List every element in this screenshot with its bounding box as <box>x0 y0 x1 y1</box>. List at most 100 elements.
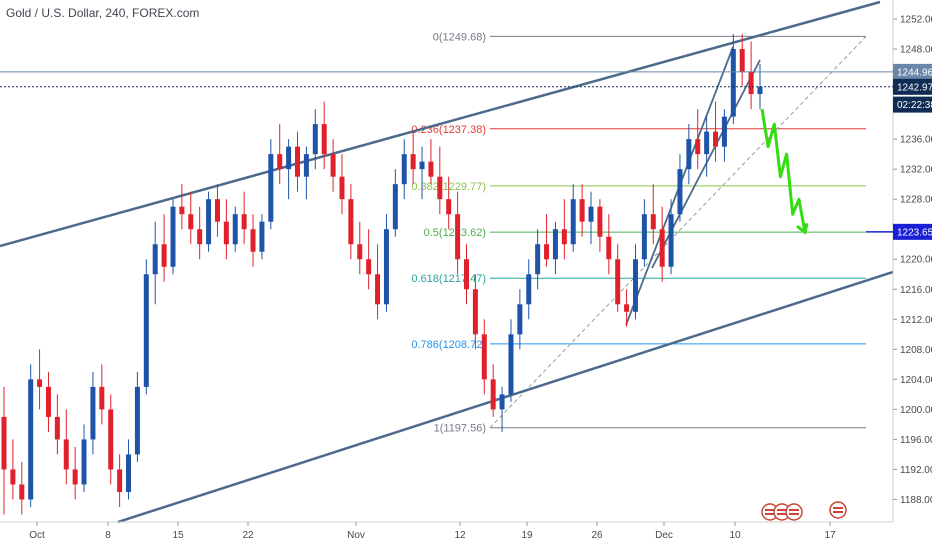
candle-body-37 <box>330 154 336 177</box>
event-flag-stripe-a-1 <box>777 509 787 511</box>
fibonacci-retracement: 0(1249.68)0.236(1237.38)0.382(1229.77)0.… <box>411 31 867 435</box>
candle-body-78 <box>695 139 701 155</box>
candle-body-8 <box>72 469 78 485</box>
price-tick-label-7: 1216.00 <box>900 285 932 296</box>
candle-body-12 <box>108 409 114 470</box>
candle-body-31 <box>277 154 283 170</box>
candle-body-36 <box>321 124 327 155</box>
price-tag-bg-1 <box>893 78 932 95</box>
candle-body-75 <box>668 214 674 267</box>
event-flag-stripe-a-3 <box>833 507 843 509</box>
candle-body-84 <box>748 71 754 95</box>
price-tick-label-10: 1228.00 <box>900 195 932 206</box>
candle-body-4 <box>37 379 43 387</box>
candle-body-64 <box>570 199 576 245</box>
candle-body-16 <box>143 274 149 387</box>
candle-body-38 <box>339 176 345 200</box>
candle-body-24 <box>214 199 220 222</box>
candle-body-85 <box>757 86 763 95</box>
candle-body-5 <box>45 386 51 417</box>
lower-channel-line <box>117 270 894 524</box>
candle-body-40 <box>357 244 363 260</box>
candle-body-46 <box>410 154 416 170</box>
chart-title: Gold / U.S. Dollar, 240, FOREX.com <box>6 6 200 20</box>
candle-body-77 <box>686 139 692 170</box>
candle-body-81 <box>721 116 727 147</box>
event-flag-icon-3[interactable] <box>829 501 847 519</box>
candle-body-0 <box>1 416 7 470</box>
candle-body-67 <box>597 206 603 237</box>
price-tick-label-3: 1200.00 <box>900 405 932 416</box>
candle-body-57 <box>508 334 514 395</box>
price-tag-bg-3 <box>893 223 932 240</box>
candle-body-80 <box>713 131 719 147</box>
price-tags: 1244.96 1242.97 02:22:38 1223.65 <box>0 63 932 240</box>
time-tick-label-7: 26 <box>591 530 603 541</box>
candle-body-60 <box>535 244 541 275</box>
event-flag-stripe-a-0 <box>765 509 775 511</box>
event-flag-ring-3 <box>829 501 847 519</box>
price-tick-label-15: 1248.00 <box>900 45 932 56</box>
candle-body-49 <box>437 176 443 200</box>
candle-body-11 <box>99 386 105 410</box>
candle-body-76 <box>677 169 683 215</box>
price-tick-label-16: 1252.00 <box>900 15 932 26</box>
time-tick-label-2: 15 <box>172 530 184 541</box>
event-flag-stripe-b-1 <box>777 513 787 515</box>
candle-body-58 <box>517 304 523 335</box>
candle-body-54 <box>481 334 487 380</box>
candle-body-61 <box>544 244 550 260</box>
event-flag-icon-2[interactable] <box>785 503 803 521</box>
candle-body-15 <box>134 386 140 455</box>
candle-body-79 <box>704 131 710 155</box>
candle-body-59 <box>526 274 532 305</box>
candle-body-27 <box>241 214 247 230</box>
trend-channels <box>0 0 894 524</box>
candle-body-23 <box>206 199 212 245</box>
candle-body-50 <box>446 199 452 215</box>
candle-body-43 <box>383 229 389 305</box>
price-tag-bg-2 <box>893 96 932 113</box>
time-tick-label-1: 8 <box>105 530 111 541</box>
event-flag-ring-2 <box>785 503 803 521</box>
candle-body-62 <box>552 229 558 260</box>
candle-body-29 <box>259 221 265 252</box>
price-tick-label-1: 1192.00 <box>900 465 932 476</box>
candle-body-39 <box>348 199 354 245</box>
event-flag-stripe-b-0 <box>765 513 775 515</box>
price-tag-0: 1244.96 <box>897 67 932 78</box>
candle-body-71 <box>632 259 638 312</box>
candle-body-45 <box>401 154 407 185</box>
fib-label-3: 0.5(1223.62) <box>424 227 486 239</box>
price-tick-label-11: 1232.00 <box>900 165 932 176</box>
time-tick-label-0: Oct <box>29 530 45 541</box>
candle-body-6 <box>54 416 60 440</box>
projection-arrowhead <box>796 222 809 235</box>
price-tick-label-12: 1236.00 <box>900 135 932 146</box>
candle-body-65 <box>579 199 585 222</box>
candle-body-34 <box>303 154 309 177</box>
candle-body-47 <box>419 161 425 170</box>
candle-body-35 <box>312 124 318 155</box>
candle-body-19 <box>170 206 176 267</box>
candle-body-18 <box>161 244 167 267</box>
candle-body-74 <box>659 229 665 267</box>
candle-body-73 <box>650 214 656 230</box>
projection-path <box>760 108 809 235</box>
candle-body-70 <box>624 304 630 312</box>
time-axis[interactable]: Oct 8 15 22 Nov 12 19 26 Dec 10 17 <box>0 521 893 541</box>
candle-body-17 <box>152 244 158 275</box>
price-tick-label-0: 1188.00 <box>900 495 932 506</box>
candle-body-2 <box>19 484 25 500</box>
candle-body-68 <box>606 236 612 260</box>
candle-body-63 <box>561 229 567 245</box>
candle-body-22 <box>197 229 203 245</box>
candle-body-7 <box>63 439 69 470</box>
economic-events[interactable] <box>761 501 847 521</box>
candle-body-26 <box>232 214 238 245</box>
candlestick-series <box>1 34 763 515</box>
candle-body-21 <box>188 214 194 230</box>
price-tick-label-8: 1220.00 <box>900 255 932 266</box>
candle-body-33 <box>295 146 301 177</box>
